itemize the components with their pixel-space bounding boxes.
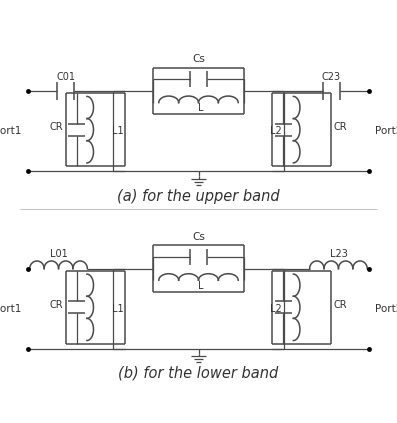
- Text: CR: CR: [50, 299, 64, 310]
- Text: L2: L2: [270, 126, 282, 136]
- Text: L1: L1: [112, 126, 123, 136]
- Text: CR: CR: [333, 122, 347, 132]
- Text: Port1: Port1: [0, 126, 22, 136]
- Text: L: L: [198, 103, 203, 113]
- Text: (a) for the upper band: (a) for the upper band: [117, 189, 280, 204]
- Text: CR: CR: [50, 122, 64, 132]
- Text: Cs: Cs: [192, 232, 205, 242]
- Text: Cs: Cs: [192, 54, 205, 64]
- Text: Port2: Port2: [375, 304, 397, 314]
- Text: C01: C01: [56, 71, 75, 82]
- Text: Port1: Port1: [0, 304, 22, 314]
- Text: C23: C23: [322, 71, 341, 82]
- Text: Port2: Port2: [375, 126, 397, 136]
- Text: L01: L01: [50, 249, 67, 259]
- Text: L2: L2: [270, 304, 282, 314]
- Text: L1: L1: [112, 304, 123, 314]
- Text: L23: L23: [330, 249, 347, 259]
- Text: (b) for the lower band: (b) for the lower band: [118, 365, 279, 381]
- Text: L: L: [198, 280, 203, 291]
- Text: CR: CR: [333, 299, 347, 310]
